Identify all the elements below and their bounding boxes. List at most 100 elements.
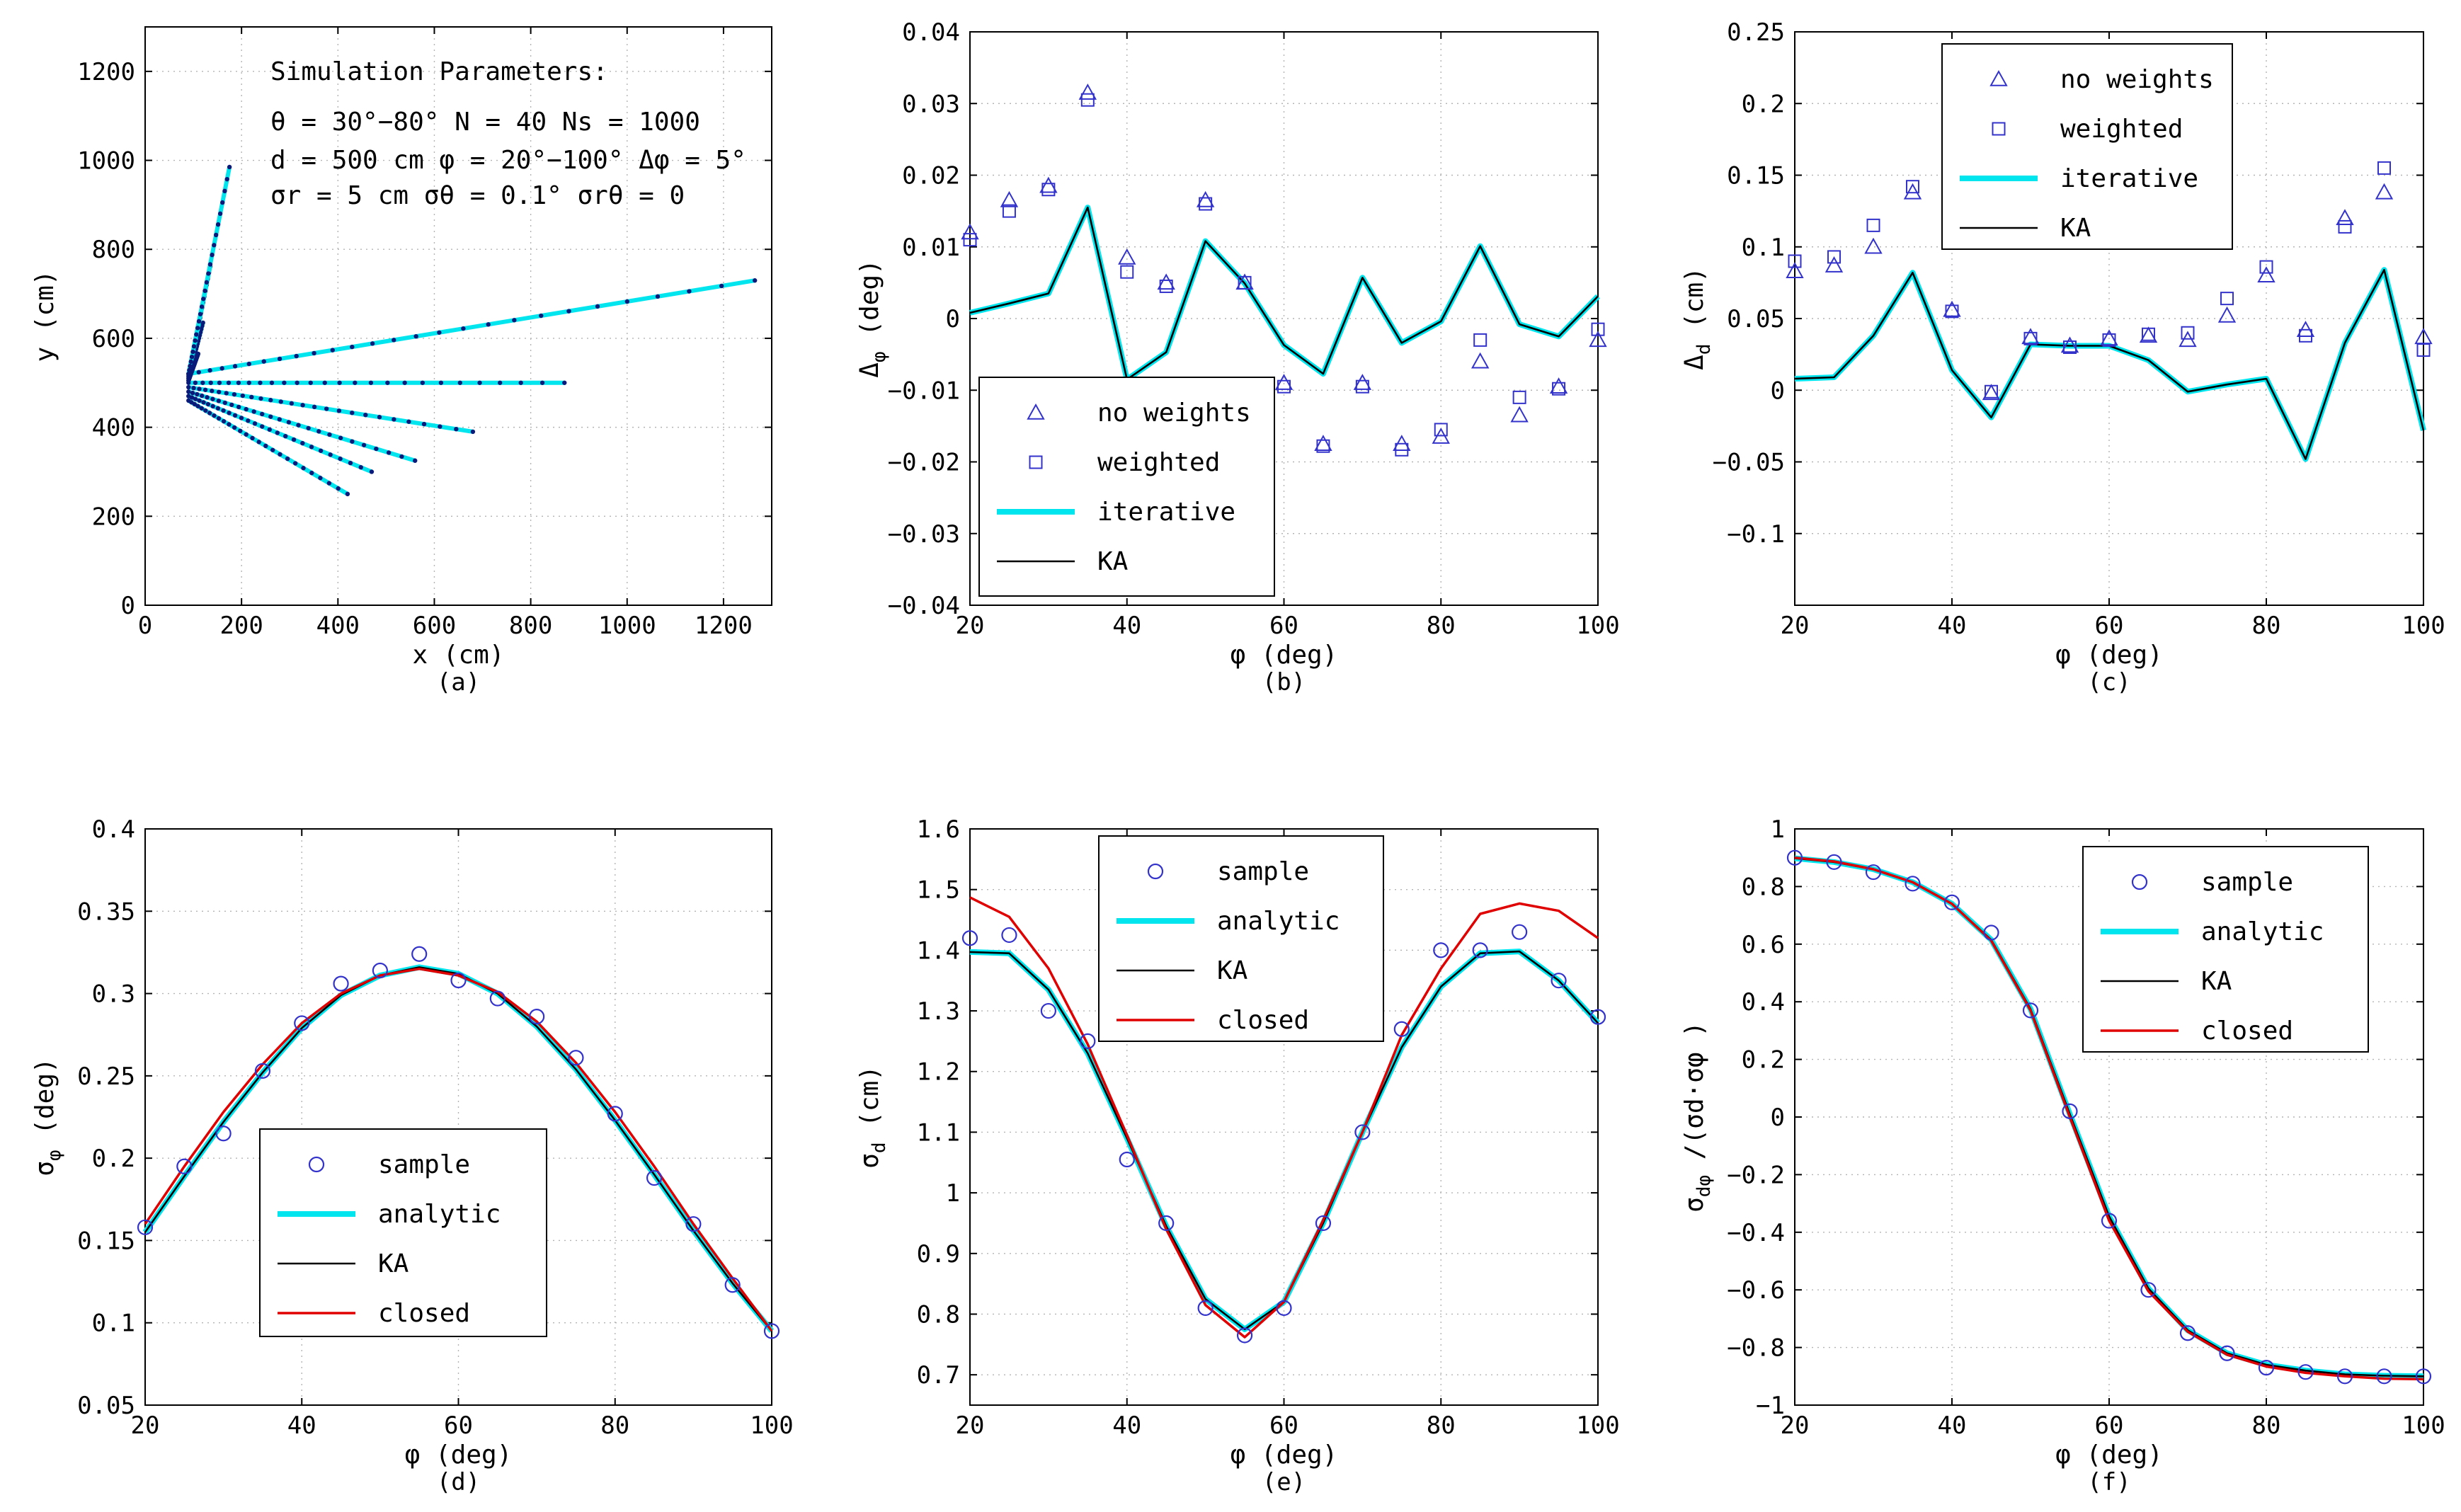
sim-point bbox=[193, 338, 198, 343]
sim-point bbox=[236, 380, 241, 385]
data-point bbox=[1395, 442, 1409, 457]
sim-point bbox=[282, 380, 287, 385]
sim-point bbox=[226, 380, 232, 385]
data-point bbox=[1197, 1300, 1214, 1317]
x-tick-label: 1000 bbox=[598, 612, 656, 640]
legend: no weights weighted iterative KA bbox=[978, 377, 1275, 597]
y-tick-label: 0 bbox=[946, 305, 960, 333]
y-tick-label: 0.01 bbox=[902, 234, 960, 262]
sim-point bbox=[220, 200, 225, 205]
legend: sample analytic KA closed bbox=[2082, 846, 2369, 1053]
sim-point bbox=[217, 380, 222, 385]
series-ka bbox=[969, 206, 1599, 381]
sim-point bbox=[227, 422, 232, 427]
y-axis-label: Δd (cm) bbox=[1680, 267, 1715, 370]
series-weighted bbox=[963, 93, 1605, 457]
data-point bbox=[1551, 973, 1567, 989]
sim-point bbox=[338, 456, 343, 462]
sim-point bbox=[438, 424, 442, 429]
sim-point bbox=[210, 389, 215, 394]
y-tick-label: −0.6 bbox=[1727, 1276, 1785, 1305]
sim-point bbox=[350, 410, 355, 416]
sim-point bbox=[413, 333, 418, 339]
sim-point bbox=[719, 283, 724, 289]
sim-point bbox=[406, 419, 411, 424]
sim-point bbox=[309, 445, 314, 449]
sim-point bbox=[437, 330, 442, 335]
data-point bbox=[1080, 1033, 1096, 1049]
legend-entry-ka: KA bbox=[2060, 214, 2091, 243]
y-tick-label: 800 bbox=[92, 236, 135, 264]
data-point bbox=[763, 1323, 780, 1339]
sim-point bbox=[278, 399, 283, 404]
x-tick-label: 60 bbox=[2095, 1411, 2124, 1440]
sim-point bbox=[595, 304, 600, 309]
y-tick-label: 1 bbox=[1771, 815, 1785, 844]
data-point bbox=[1472, 942, 1488, 958]
sim-point bbox=[249, 394, 254, 400]
sim-point bbox=[318, 448, 324, 453]
sim-point bbox=[204, 280, 210, 285]
x-tick-label: 100 bbox=[2402, 612, 2445, 640]
data-point bbox=[568, 1050, 584, 1066]
legend: sample analytic KA closed bbox=[1098, 835, 1384, 1042]
y-tick-label: −0.2 bbox=[1727, 1161, 1785, 1189]
data-point bbox=[2297, 1364, 2314, 1380]
data-point bbox=[1314, 435, 1332, 451]
y-tick-label: 1.3 bbox=[917, 997, 960, 1026]
data-point bbox=[215, 1126, 232, 1142]
data-point bbox=[1471, 352, 1490, 369]
y-tick-label: 0.3 bbox=[92, 980, 135, 1009]
sim-point bbox=[191, 344, 197, 349]
y-tick-label: 1200 bbox=[77, 58, 135, 86]
sim-point bbox=[191, 385, 196, 391]
data-point bbox=[2258, 1359, 2275, 1376]
legend-entry-weighted: weighted bbox=[1097, 448, 1220, 477]
y-axis-label: σφ (deg) bbox=[30, 1058, 65, 1176]
y-tick-label: 0.6 bbox=[1742, 931, 1785, 959]
sim-point bbox=[246, 361, 251, 367]
sim-point bbox=[292, 461, 298, 466]
y-tick-label: 0.15 bbox=[77, 1227, 135, 1255]
x-tick-label: 80 bbox=[1427, 612, 1456, 640]
data-point bbox=[2375, 183, 2394, 200]
sim-point bbox=[312, 404, 317, 410]
data-point bbox=[1473, 333, 1488, 347]
legend-marker-sample bbox=[1147, 863, 1164, 880]
y-tick-label: 0.04 bbox=[902, 18, 960, 47]
x-tick-label: 100 bbox=[1576, 612, 1619, 640]
sim-point bbox=[322, 380, 327, 385]
x-tick-label: 1200 bbox=[695, 612, 753, 640]
sim-point bbox=[413, 458, 418, 463]
x-tick-label: 100 bbox=[2402, 1411, 2445, 1440]
y-tick-label: 0.8 bbox=[917, 1300, 960, 1329]
y-tick-label: −0.4 bbox=[1727, 1219, 1785, 1247]
x-tick-label: 60 bbox=[1269, 612, 1298, 640]
legend-box bbox=[259, 1128, 547, 1337]
data-point bbox=[1982, 384, 2001, 401]
data-point bbox=[1119, 1151, 1135, 1168]
data-point bbox=[1118, 248, 1136, 265]
panel-label: (f) bbox=[2087, 1468, 2130, 1496]
sim-point bbox=[222, 188, 227, 194]
sim-point bbox=[345, 491, 350, 497]
legend-entry-iterative: iterative bbox=[1097, 498, 1235, 527]
sim-point bbox=[202, 387, 208, 392]
sim-point bbox=[291, 437, 297, 442]
sim-point bbox=[457, 380, 462, 385]
data-point bbox=[450, 972, 467, 989]
legend-marker-sample bbox=[2131, 874, 2148, 890]
sim-point bbox=[229, 402, 234, 408]
sim-point bbox=[221, 418, 227, 424]
sim-point bbox=[261, 359, 266, 364]
data-point bbox=[1120, 265, 1134, 279]
x-axis-label: φ (deg) bbox=[2055, 1441, 2163, 1470]
sim-point bbox=[200, 380, 205, 385]
sim-point bbox=[196, 370, 201, 375]
y-tick-label: 0.03 bbox=[902, 90, 960, 118]
legend-entry-closed: closed bbox=[2201, 1016, 2293, 1046]
y-tick-label: −0.04 bbox=[888, 592, 960, 620]
sim-point bbox=[655, 294, 661, 299]
x-tick-label: 200 bbox=[219, 612, 263, 640]
